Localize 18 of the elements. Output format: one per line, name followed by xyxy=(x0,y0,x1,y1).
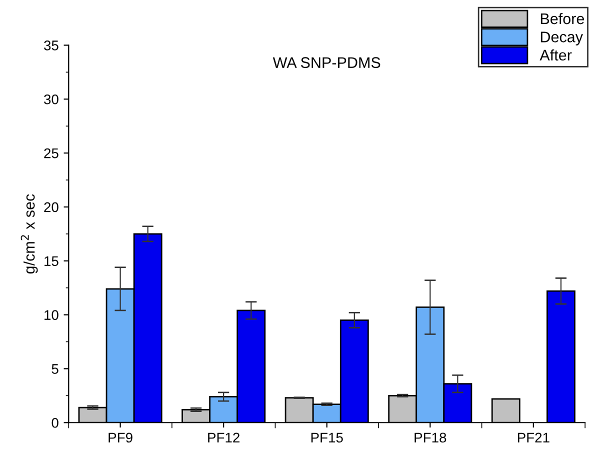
y-tick-label: 30 xyxy=(44,94,58,104)
y-tick-label: 35 xyxy=(44,40,58,50)
x-tick-label: PF12 xyxy=(208,432,240,442)
x-tick-label: PF15 xyxy=(311,432,343,443)
x-tick-label: PF21 xyxy=(518,432,550,442)
x-tick-label: PF9 xyxy=(108,432,132,443)
y-axis-title: g/cm$^{2}$ x sec xyxy=(20,194,38,274)
y-tick-label: 15 xyxy=(44,256,58,266)
y-tick-label: 20 xyxy=(44,202,58,212)
y-tick-label: 10 xyxy=(44,310,58,320)
x-tick-label: PF18 xyxy=(414,432,446,443)
y-tick-label: 25 xyxy=(44,148,58,158)
legend-label: Before xyxy=(540,12,584,24)
legend-label: After xyxy=(540,49,572,61)
text: WA SNP-PDMS xyxy=(272,57,380,68)
y-tick-label: 0 xyxy=(52,418,58,428)
legend-label: Decay xyxy=(540,32,583,46)
y-tick-label: 5 xyxy=(52,364,58,374)
